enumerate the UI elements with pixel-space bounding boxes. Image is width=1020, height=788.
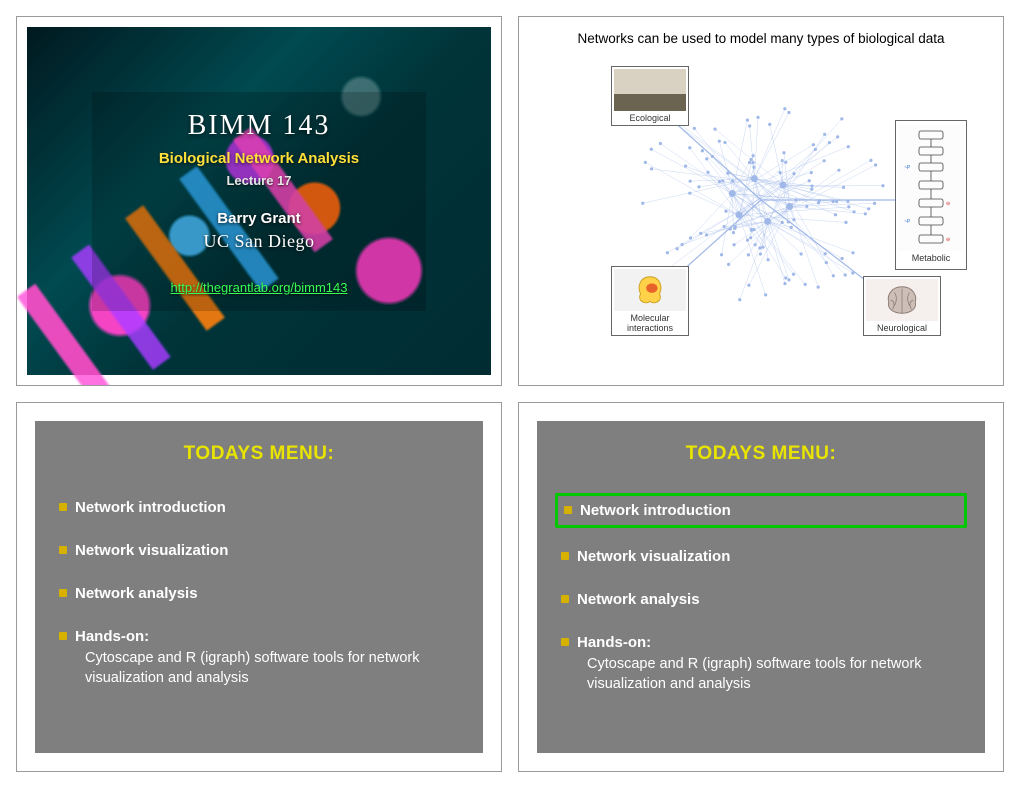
slide-1-title: BIMM 143 Biological Network Analysis Lec… — [16, 16, 502, 386]
course-code: BIMM 143 — [102, 110, 416, 142]
neuro-label: Neurological — [866, 323, 938, 333]
node-ecological: Ecological — [611, 66, 689, 126]
menu-item-lead: Network analysis — [577, 591, 700, 608]
menu-item-1: Network visualization — [59, 536, 459, 565]
menu-item-3: Hands-on: Cytoscape and R (igraph) softwa… — [59, 622, 459, 694]
menu-item-detail: Cytoscape and R (igraph) software tools … — [577, 655, 957, 694]
neuro-thumb — [866, 279, 938, 321]
menu-item-2: Network analysis — [59, 579, 459, 608]
menu-item-2: Network analysis — [561, 585, 961, 614]
slide1-frame: BIMM 143 Biological Network Analysis Lec… — [27, 27, 491, 375]
course-subtitle: Biological Network Analysis — [102, 150, 416, 167]
menu-item-0: Network introduction — [59, 493, 459, 522]
menu-title-3: TODAYS MENU: — [59, 443, 459, 465]
svg-text:~P: ~P — [904, 165, 911, 171]
metabolic-label: Metabolic — [898, 253, 964, 263]
slide1-text-panel: BIMM 143 Biological Network Analysis Lec… — [92, 92, 426, 311]
node-molecular: Molecular interactions — [611, 266, 689, 336]
svg-text:⊖: ⊖ — [946, 237, 950, 243]
lecture-number: Lecture 17 — [102, 173, 416, 188]
menu-title-4: TODAYS MENU: — [561, 443, 961, 465]
menu-item-lead: Network introduction — [75, 499, 226, 516]
node-metabolic: ~P ⊖ ~P ⊖ — [895, 120, 967, 270]
menu-item-1: Network visualization — [561, 542, 961, 571]
menu-item-lead: Network visualization — [577, 548, 730, 565]
menu-item-lead: Network analysis — [75, 585, 198, 602]
slide-4-menu: TODAYS MENU: Network introductionNetwork… — [518, 402, 1004, 772]
molecular-label: Molecular interactions — [614, 313, 686, 333]
menu-panel-4: TODAYS MENU: Network introductionNetwork… — [537, 421, 985, 753]
menu-item-3: Hands-on: Cytoscape and R (igraph) softwa… — [561, 628, 961, 700]
ecological-label: Ecological — [614, 113, 686, 123]
menu-list-4: Network introduction Network visualizatio… — [561, 493, 961, 700]
slide-3-menu: TODAYS MENU: Network introductionNetwork… — [16, 402, 502, 772]
author-name: Barry Grant — [102, 210, 416, 227]
menu-item-lead: Hands-on: — [75, 628, 149, 645]
menu-item-lead: Network visualization — [75, 542, 228, 559]
metabolic-thumb: ~P ⊖ ~P ⊖ — [898, 125, 964, 251]
ecological-thumb — [614, 69, 686, 111]
svg-text:⊖: ⊖ — [946, 201, 950, 207]
slide2-heading: Networks can be used to model many types… — [529, 31, 993, 46]
menu-item-lead: Network introduction — [580, 502, 731, 519]
menu-list-3: Network introduction Network visualizatio… — [59, 493, 459, 694]
course-link[interactable]: http://thegrantlab.org/bimm143 — [170, 280, 347, 295]
svg-text:~P: ~P — [904, 219, 911, 225]
slide2-diagram: Ecological ~P — [551, 60, 971, 340]
molecular-thumb — [614, 269, 686, 311]
menu-panel-3: TODAYS MENU: Network introductionNetwork… — [35, 421, 483, 753]
menu-item-lead: Hands-on: — [577, 634, 651, 651]
slide-2-networks: Networks can be used to model many types… — [518, 16, 1004, 386]
node-neurological: Neurological — [863, 276, 941, 336]
menu-item-detail: Cytoscape and R (igraph) software tools … — [75, 649, 455, 688]
org-name: UC San Diego — [102, 231, 416, 252]
slide-grid: BIMM 143 Biological Network Analysis Lec… — [16, 16, 1004, 772]
menu-item-0: Network introduction — [555, 493, 967, 528]
